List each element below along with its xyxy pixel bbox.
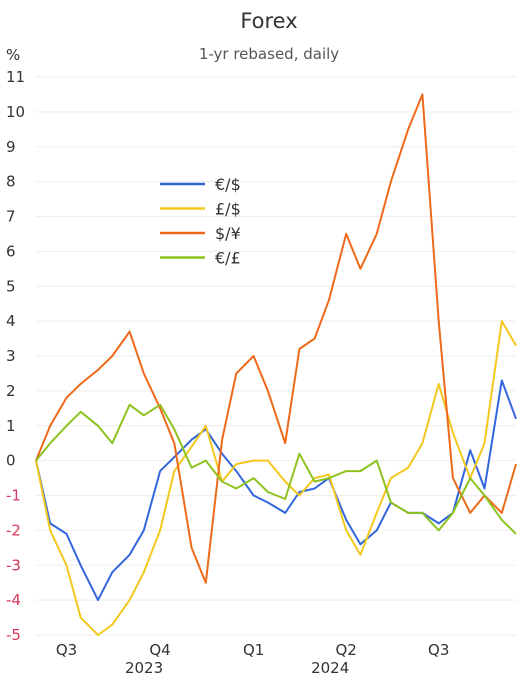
y-tick-label: 7 xyxy=(6,208,16,226)
x-year-label: 2024 xyxy=(311,659,349,677)
y-tick-label: 3 xyxy=(6,347,16,365)
y-axis-label: % xyxy=(6,46,20,64)
y-tick-label: -2 xyxy=(6,521,21,539)
y-tick-label: 2 xyxy=(6,382,16,400)
y-tick-label: 6 xyxy=(6,242,16,260)
x-tick-label: Q4 xyxy=(149,641,170,659)
x-axis-ticks: Q3 Q4 Q1 Q2 Q3 2023 2024 xyxy=(56,641,450,677)
y-tick-label: 11 xyxy=(6,68,25,86)
y-tick-label: 5 xyxy=(6,277,16,295)
y-tick-label: -4 xyxy=(6,591,21,609)
legend: €/$ £/$ $/¥ €/£ xyxy=(160,175,241,268)
series-line-0 xyxy=(35,379,517,602)
legend-label: £/$ xyxy=(215,200,241,219)
y-tick-label: 9 xyxy=(6,138,16,156)
chart-title: Forex xyxy=(240,9,297,33)
legend-label: €/$ xyxy=(215,175,241,194)
x-year-label: 2023 xyxy=(125,659,163,677)
legend-label: €/£ xyxy=(215,249,241,268)
chart-subtitle: 1-yr rebased, daily xyxy=(199,45,339,63)
x-tick-label: Q3 xyxy=(428,641,449,659)
legend-label: $/¥ xyxy=(215,224,241,243)
y-tick-label: 4 xyxy=(6,312,16,330)
series-line-3 xyxy=(35,403,517,535)
grid xyxy=(36,76,516,636)
series-line-2 xyxy=(35,93,517,584)
x-tick-label: Q3 xyxy=(56,641,77,659)
y-tick-label: 0 xyxy=(6,452,16,470)
y-tick-label: 1 xyxy=(6,417,16,435)
y-tick-label: -3 xyxy=(6,556,21,574)
x-tick-label: Q2 xyxy=(335,641,356,659)
series-line-1 xyxy=(35,320,517,636)
x-tick-label: Q1 xyxy=(243,641,264,659)
y-tick-label: 8 xyxy=(6,173,16,191)
y-tick-label: -5 xyxy=(6,626,21,644)
series-lines xyxy=(35,93,517,636)
y-tick-label: 10 xyxy=(6,103,25,121)
y-tick-label: -1 xyxy=(6,487,21,505)
